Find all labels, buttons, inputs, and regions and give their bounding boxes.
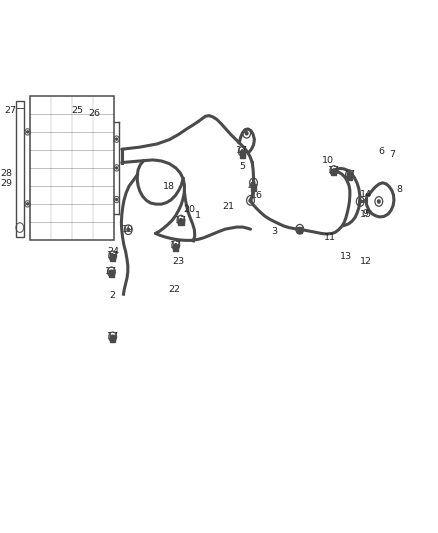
Text: 17: 17 [237, 147, 248, 155]
Bar [173, 245, 178, 251]
Text: 2: 2 [109, 292, 115, 300]
Bar [347, 173, 352, 180]
Text: 19: 19 [122, 225, 134, 233]
Text: 24: 24 [107, 247, 119, 256]
Circle shape [332, 169, 335, 172]
Circle shape [116, 167, 117, 169]
Bar [331, 169, 336, 175]
Text: 28: 28 [0, 169, 12, 177]
Text: 10: 10 [322, 157, 334, 165]
Circle shape [116, 198, 117, 200]
Bar [110, 254, 115, 261]
Circle shape [378, 200, 380, 203]
Circle shape [348, 173, 351, 176]
Text: 18: 18 [163, 182, 175, 191]
Text: 25: 25 [71, 106, 83, 115]
Text: 20: 20 [183, 205, 195, 214]
Bar [15, 101, 24, 237]
Circle shape [241, 150, 244, 153]
Text: 9: 9 [362, 209, 368, 217]
Circle shape [298, 228, 301, 231]
Text: 8: 8 [396, 185, 402, 193]
Circle shape [359, 200, 361, 203]
Text: 1: 1 [195, 212, 201, 220]
Text: 3: 3 [271, 228, 277, 236]
Circle shape [111, 254, 114, 257]
Text: 17: 17 [106, 268, 117, 276]
Bar [297, 227, 302, 233]
Text: 5: 5 [240, 162, 246, 171]
Circle shape [27, 131, 28, 133]
Text: 27: 27 [4, 106, 16, 115]
Bar [30, 96, 114, 240]
Text: 17: 17 [328, 166, 340, 175]
Bar [109, 270, 114, 277]
Circle shape [252, 181, 255, 184]
Circle shape [127, 228, 130, 231]
Circle shape [174, 244, 177, 247]
Text: 4: 4 [247, 182, 253, 191]
Text: 22: 22 [169, 286, 180, 294]
Circle shape [249, 199, 252, 202]
Text: 14: 14 [360, 190, 371, 199]
Circle shape [27, 203, 28, 205]
Bar [251, 184, 256, 191]
Text: 11: 11 [324, 233, 336, 241]
Text: 17: 17 [170, 241, 182, 249]
Text: 7: 7 [390, 150, 396, 159]
Text: 26: 26 [88, 109, 101, 118]
Text: 29: 29 [0, 180, 12, 188]
Bar [178, 219, 184, 225]
Circle shape [180, 219, 182, 222]
Text: 17: 17 [107, 333, 119, 341]
Circle shape [110, 270, 113, 273]
Bar [110, 335, 115, 342]
Text: 17: 17 [107, 252, 119, 260]
Text: 16: 16 [251, 191, 262, 200]
Circle shape [111, 335, 114, 338]
Text: 23: 23 [173, 257, 185, 265]
Text: 13: 13 [339, 253, 352, 261]
Text: 17: 17 [343, 171, 356, 179]
Text: 6: 6 [378, 148, 384, 156]
Bar [240, 151, 245, 158]
Text: 21: 21 [223, 202, 234, 211]
Text: 12: 12 [360, 257, 371, 265]
Circle shape [116, 138, 117, 140]
Text: 17: 17 [175, 216, 187, 224]
Text: 15: 15 [360, 211, 371, 219]
Circle shape [245, 132, 248, 135]
